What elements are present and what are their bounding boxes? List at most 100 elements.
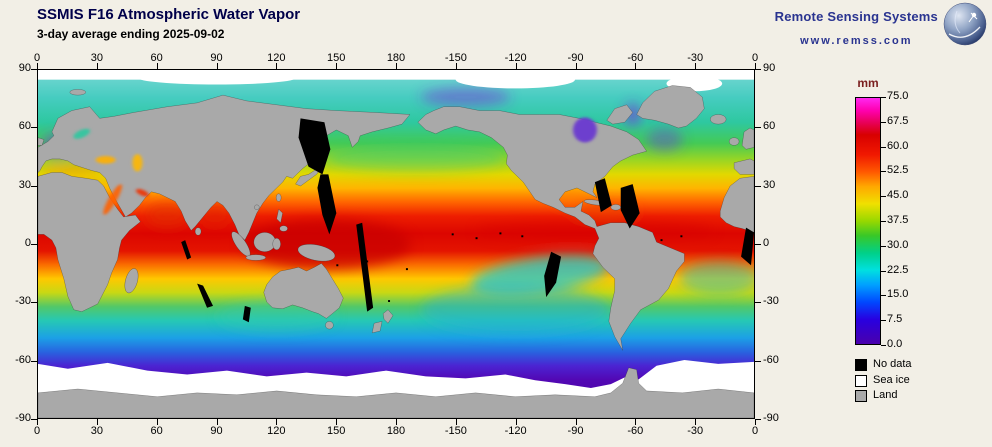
colorbar-tick: [881, 97, 886, 98]
new-guinea: [297, 244, 336, 262]
lat-label-right: 90: [763, 62, 776, 74]
lon-label-bottom: 150: [326, 425, 346, 437]
colorbar-tick-label: 0.0: [887, 338, 903, 350]
colorbar-tick: [881, 196, 886, 198]
brand-url: www.remss.com: [800, 35, 913, 47]
colorbar-tick: [881, 320, 886, 322]
lon-label-top: -30: [687, 52, 704, 64]
lon-label-bottom: -120: [504, 425, 527, 437]
lat-label-left: 60: [18, 120, 31, 133]
black-sea: [95, 156, 116, 164]
lat-tick-right: [755, 360, 761, 362]
lon-label-top: 150: [326, 52, 346, 64]
lon-label-top: 0: [751, 52, 759, 64]
lat-tick-right: [755, 127, 761, 129]
australia: [263, 263, 344, 319]
baffin-island: [606, 104, 633, 125]
lat-label-right: -60: [763, 353, 779, 366]
hispaniola: [610, 204, 621, 211]
lon-label-bottom: -90: [567, 425, 584, 437]
legend-swatch-no-data: [855, 359, 867, 371]
lon-tick-top: [515, 63, 517, 69]
antarctic-sea-ice: [38, 360, 754, 405]
colorbar-tick-label: 75.0: [887, 90, 909, 102]
continent-africa: [38, 172, 141, 312]
lon-tick-top: [96, 63, 98, 69]
lat-tick-right: [755, 244, 761, 245]
lat-tick-left: [31, 185, 37, 187]
lat-label-left: 30: [18, 178, 31, 191]
lat-tick-left: [31, 69, 37, 70]
colorbar-tick-label: 52.5: [887, 164, 909, 177]
colorbar-tick-label: 37.5: [887, 214, 909, 226]
colorbar-tick: [881, 270, 886, 272]
colorbar-unit-label: mm: [857, 76, 879, 90]
iberia-west: [733, 158, 754, 175]
lon-tick-top: [575, 63, 577, 69]
philippines-luzon: [276, 208, 283, 224]
lat-tick-left: [31, 419, 37, 420]
inland-seas: [73, 117, 597, 215]
new-zealand-north: [382, 309, 394, 324]
lat-tick-left: [31, 127, 37, 129]
world-map: [37, 69, 755, 419]
lon-tick-top: [276, 63, 278, 69]
legend-label: Sea ice: [873, 373, 910, 386]
lat-label-right: 30: [763, 178, 776, 191]
lon-tick-top: [695, 63, 697, 69]
lon-tick-top: [455, 63, 457, 69]
britain-west: [741, 127, 754, 150]
antarctica: [38, 367, 754, 418]
colorbar-tick-label: 15.0: [887, 288, 909, 301]
colorbar-tick: [881, 171, 886, 173]
madagascar: [124, 268, 139, 294]
lon-label-top: -90: [567, 52, 584, 64]
lat-tick-right: [755, 69, 761, 70]
lat-tick-right: [755, 185, 761, 187]
ireland: [728, 137, 740, 146]
sulawesi: [272, 238, 281, 250]
world-map-svg: [38, 70, 754, 418]
java: [245, 254, 266, 261]
colorbar-tick: [881, 221, 886, 222]
lon-label-bottom: 60: [150, 425, 163, 437]
lat-tick-right: [755, 419, 761, 420]
lat-label-left: -60: [15, 353, 31, 366]
colorbar-tick: [881, 121, 886, 123]
lat-label-left: -30: [15, 295, 31, 308]
lon-label-top: 30: [90, 52, 103, 64]
colorbar-tick: [881, 345, 886, 346]
lon-label-top: -150: [444, 52, 467, 64]
red-sea: [103, 184, 122, 215]
lon-label-top: 0: [33, 52, 41, 64]
branding-block: Remote Sensing Systems www.remss.com: [775, 9, 938, 47]
lat-label-right: -90: [763, 412, 779, 424]
lon-label-bottom: -30: [687, 425, 704, 437]
philippines-mindanao: [279, 225, 288, 232]
no-data-swaths: [181, 118, 754, 323]
hainan: [254, 204, 260, 210]
lon-label-top: -60: [627, 52, 644, 64]
lat-tick-left: [31, 244, 37, 245]
lat-tick-left: [31, 360, 37, 362]
page-subtitle: 3-day average ending 2025-09-02: [37, 27, 225, 41]
colorbar-tick-label: 60.0: [887, 139, 909, 152]
lon-label-top: 180: [386, 52, 406, 64]
lat-label-right: 60: [763, 120, 776, 133]
lon-label-top: 60: [150, 52, 163, 64]
lat-label-left: 90: [18, 62, 31, 74]
lon-label-bottom: -150: [444, 425, 467, 437]
lon-tick-top: [37, 63, 38, 69]
colorbar-tick-label: 30.0: [887, 238, 909, 251]
lon-label-top: 120: [267, 52, 286, 64]
lat-label-right: 0: [763, 237, 770, 249]
lat-label-left: -90: [15, 412, 31, 424]
lon-tick-bottom: [96, 419, 98, 425]
lon-tick-bottom: [156, 419, 158, 425]
rss-globe-logo-icon: [943, 2, 987, 46]
lon-tick-bottom: [216, 419, 218, 425]
colorbar-tick-label: 67.5: [887, 114, 909, 127]
lon-tick-bottom: [455, 419, 457, 425]
lon-label-bottom: 90: [210, 425, 223, 437]
